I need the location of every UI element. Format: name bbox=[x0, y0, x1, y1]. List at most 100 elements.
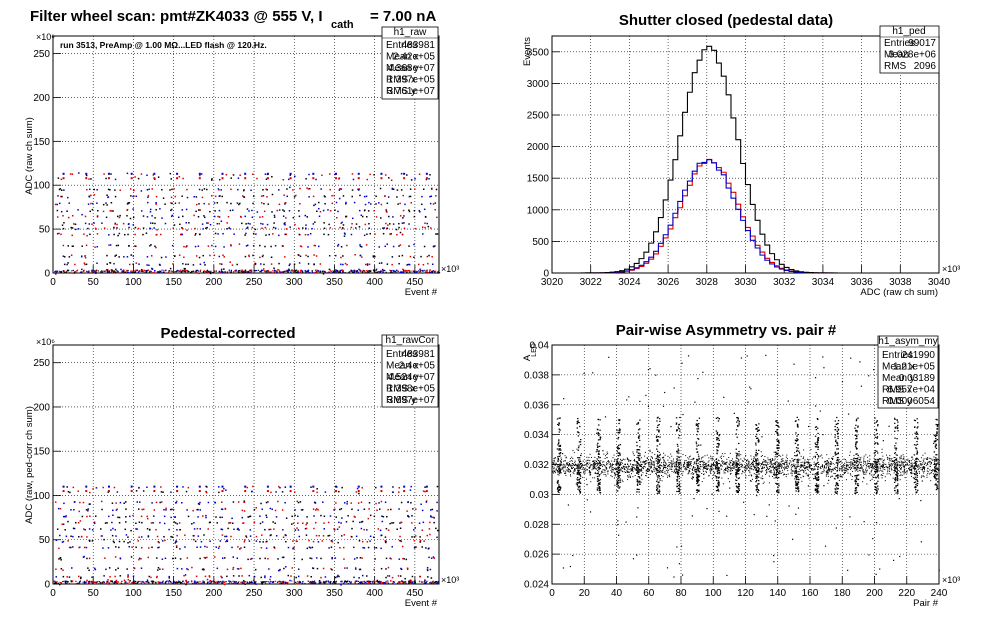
data-point bbox=[606, 451, 608, 453]
data-point bbox=[760, 464, 762, 466]
data-point bbox=[411, 580, 413, 582]
data-point bbox=[297, 515, 299, 518]
data-point bbox=[312, 177, 315, 180]
data-point bbox=[203, 188, 206, 190]
data-point bbox=[596, 462, 598, 464]
data-point bbox=[817, 457, 819, 459]
x-tick-label: 150 bbox=[165, 588, 182, 599]
data-point bbox=[655, 460, 657, 462]
data-point bbox=[732, 462, 734, 464]
data-point bbox=[806, 465, 808, 467]
data-point bbox=[846, 464, 848, 466]
data-point bbox=[318, 215, 321, 218]
data-point bbox=[581, 462, 583, 464]
data-point bbox=[191, 581, 193, 583]
data-point bbox=[938, 459, 940, 461]
data-point bbox=[262, 195, 265, 197]
data-point bbox=[293, 272, 295, 274]
data-point bbox=[376, 579, 379, 582]
data-point bbox=[266, 490, 269, 493]
data-point bbox=[592, 464, 594, 466]
stats-label: RMS y bbox=[386, 86, 416, 97]
data-point bbox=[168, 270, 170, 272]
data-point bbox=[209, 579, 211, 582]
data-point bbox=[647, 476, 649, 478]
data-point bbox=[76, 270, 78, 272]
data-point bbox=[68, 256, 71, 258]
data-point bbox=[266, 540, 268, 543]
data-point bbox=[792, 465, 794, 467]
stats-value: 3.028e+06 bbox=[888, 50, 936, 61]
data-point bbox=[212, 580, 214, 582]
data-point bbox=[365, 244, 368, 246]
data-point bbox=[408, 223, 410, 225]
data-point bbox=[313, 263, 315, 265]
data-point bbox=[685, 466, 687, 468]
data-point bbox=[763, 463, 765, 465]
data-point bbox=[414, 546, 416, 548]
data-point bbox=[786, 461, 788, 463]
data-point bbox=[339, 188, 341, 190]
data-point bbox=[647, 469, 649, 471]
data-point bbox=[312, 540, 315, 543]
data-point bbox=[421, 195, 423, 198]
data-point bbox=[670, 468, 672, 470]
data-point bbox=[112, 581, 114, 583]
data-point bbox=[757, 464, 759, 466]
data-point bbox=[699, 468, 701, 470]
data-point bbox=[168, 579, 171, 582]
data-point bbox=[95, 270, 97, 272]
data-point bbox=[383, 581, 385, 584]
data-point bbox=[250, 581, 252, 583]
data-point bbox=[738, 465, 740, 467]
data-point bbox=[633, 460, 635, 462]
data-point bbox=[84, 255, 86, 257]
data-point bbox=[761, 471, 763, 473]
y-tick-label: 500 bbox=[532, 237, 549, 248]
data-point bbox=[121, 270, 123, 272]
data-point bbox=[707, 464, 709, 466]
data-point bbox=[399, 271, 402, 273]
data-point bbox=[91, 580, 93, 582]
data-point bbox=[921, 475, 923, 477]
data-point bbox=[376, 271, 379, 274]
data-point bbox=[367, 271, 369, 274]
data-point bbox=[428, 528, 431, 530]
data-point bbox=[130, 270, 132, 273]
data-point bbox=[159, 521, 161, 524]
data-point bbox=[329, 515, 332, 517]
data-point bbox=[235, 270, 237, 272]
data-point bbox=[329, 227, 332, 229]
frame-cor bbox=[52, 344, 440, 585]
data-point bbox=[793, 464, 795, 466]
data-point bbox=[287, 271, 289, 273]
data-point bbox=[283, 223, 285, 225]
data-point bbox=[692, 458, 694, 460]
data-point bbox=[426, 255, 429, 258]
data-point bbox=[623, 471, 625, 473]
data-point bbox=[831, 462, 833, 464]
data-point bbox=[119, 575, 122, 577]
data-point bbox=[216, 201, 219, 204]
data-point bbox=[784, 474, 786, 476]
data-point bbox=[707, 468, 709, 470]
data-point bbox=[748, 462, 750, 464]
data-point bbox=[606, 468, 608, 470]
data-point bbox=[804, 469, 806, 471]
data-point bbox=[130, 490, 133, 493]
data-point bbox=[737, 458, 739, 460]
data-point bbox=[176, 172, 179, 175]
data-point bbox=[588, 472, 590, 474]
data-point bbox=[585, 478, 587, 480]
data-point bbox=[153, 485, 156, 488]
data-point bbox=[96, 233, 99, 235]
data-point bbox=[811, 458, 813, 460]
data-point bbox=[938, 469, 940, 471]
data-point bbox=[148, 529, 151, 531]
data-point bbox=[856, 469, 858, 471]
data-point bbox=[68, 202, 70, 204]
data-point bbox=[739, 464, 741, 466]
data-point bbox=[193, 528, 196, 530]
data-point bbox=[324, 202, 326, 205]
title-raw-sub: cath bbox=[331, 19, 354, 31]
